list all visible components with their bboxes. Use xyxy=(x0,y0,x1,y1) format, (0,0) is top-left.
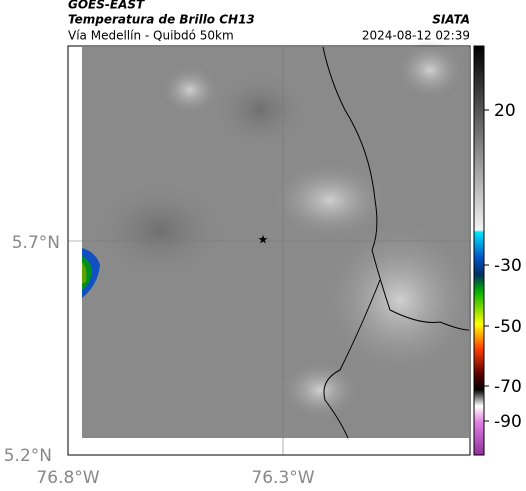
colorbar-label: -90 xyxy=(494,412,522,432)
map-frame xyxy=(67,45,471,456)
colorbar-label: -30 xyxy=(494,256,522,276)
title: GOES-EAST xyxy=(68,0,145,12)
colorbar-label: -70 xyxy=(494,377,522,397)
svg-text:★: ★ xyxy=(258,233,269,247)
location: Vía Medellín - Quibdó 50km xyxy=(68,29,234,43)
map-image: ★ xyxy=(68,40,480,455)
source: SIATA xyxy=(432,13,470,27)
lat-label: 5.2°N xyxy=(4,446,52,466)
colorbar-label: 20 xyxy=(494,101,516,121)
colorbar-label: -50 xyxy=(494,317,522,337)
lon-label: 76.8°W xyxy=(36,468,99,488)
timestamp: 2024-08-12 02:39 xyxy=(362,29,470,43)
lon-label: 76.3°W xyxy=(251,468,314,488)
lat-label: 5.7°N xyxy=(12,233,60,253)
subtitle: Temperatura de Brillo CH13 xyxy=(68,13,255,27)
colorbar xyxy=(473,45,485,456)
